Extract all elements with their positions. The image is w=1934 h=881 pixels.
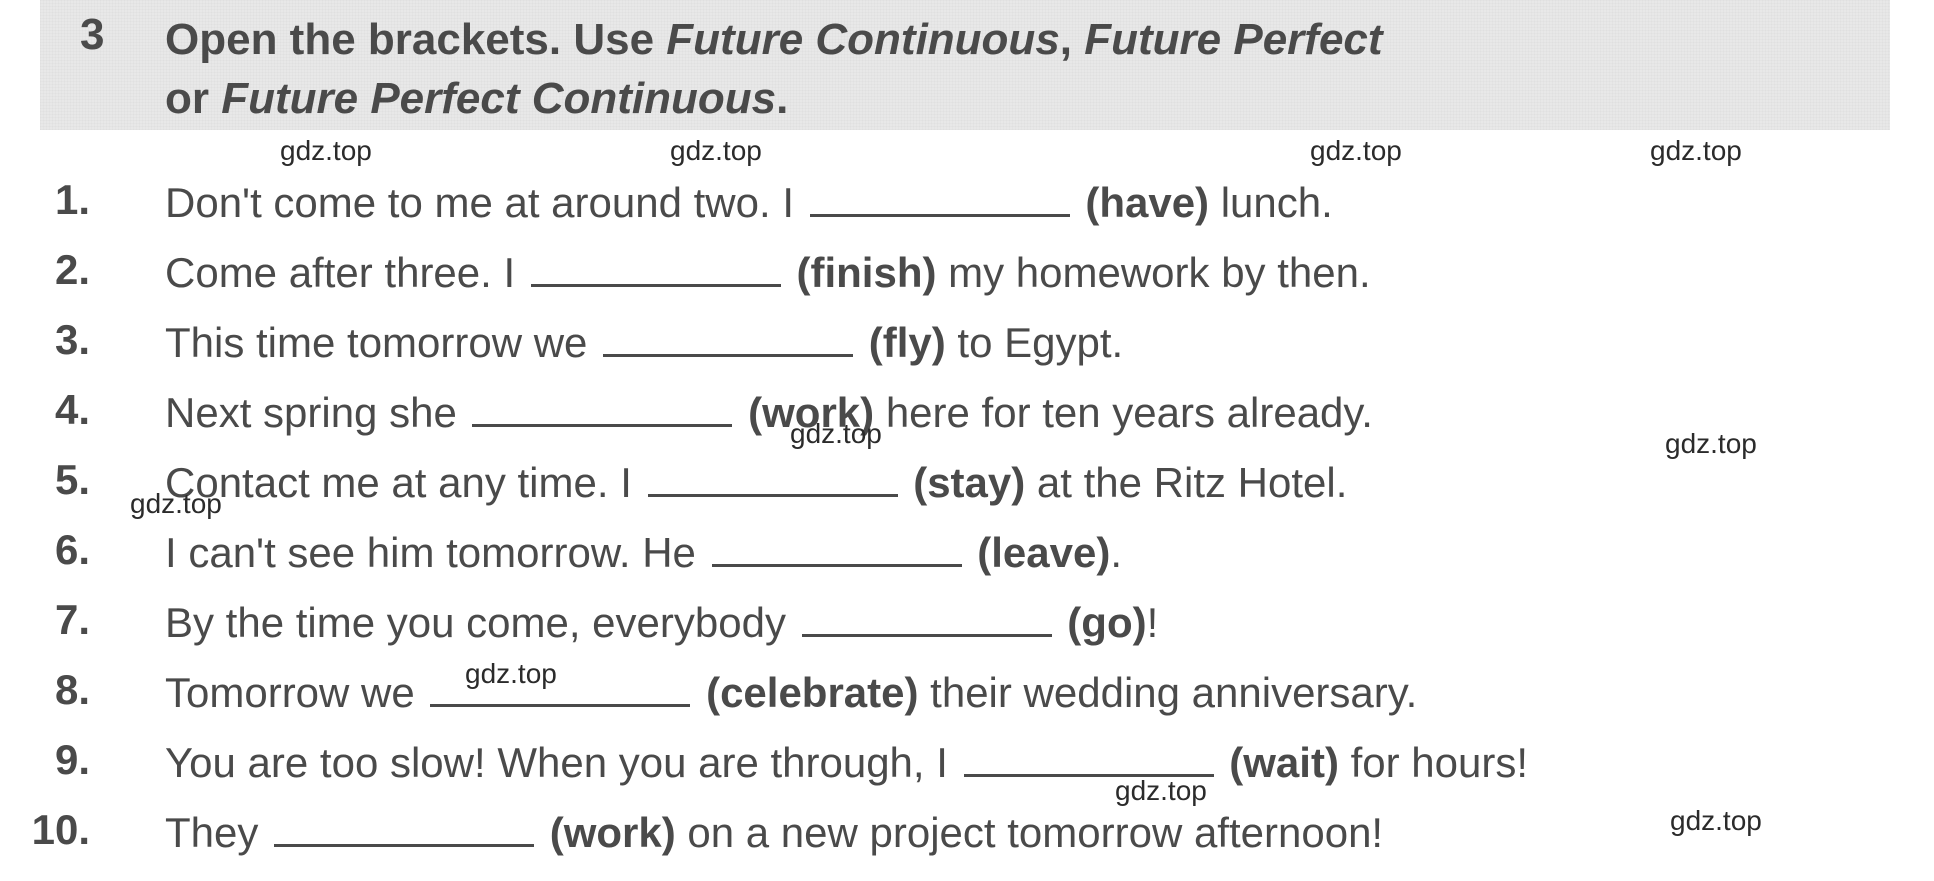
watermark-text: gdz.top: [465, 658, 557, 690]
list-item: 5. Contact me at any time. I (stay) at t…: [40, 450, 1890, 520]
item-text: Next spring she (work) here for ten year…: [165, 386, 1373, 437]
fill-blank[interactable]: [274, 806, 534, 847]
item-number: 5.: [0, 456, 90, 504]
verb-hint: (work): [550, 809, 676, 856]
text-before: You are too slow! When you are through, …: [165, 739, 960, 786]
fill-blank[interactable]: [531, 246, 781, 287]
text-after: their wedding anniversary.: [919, 669, 1418, 716]
text-before: Next spring she: [165, 389, 468, 436]
watermark-text: gdz.top: [1650, 135, 1742, 167]
verb-hint: (leave): [977, 529, 1110, 576]
item-text: Come after three. I (finish) my homework…: [165, 246, 1371, 297]
text-after: here for ten years already.: [874, 389, 1373, 436]
exercise-number: 3: [80, 10, 104, 60]
verb-hint: (finish): [797, 249, 937, 296]
item-number: 6.: [0, 526, 90, 574]
item-text: This time tomorrow we (fly) to Egypt.: [165, 316, 1123, 367]
item-text: By the time you come, everybody (go)!: [165, 596, 1158, 647]
text-before: Contact me at any time. I: [165, 459, 644, 506]
text-after: .: [1110, 529, 1122, 576]
verb-hint: (wait): [1229, 739, 1339, 786]
sentence-list: 1. Don't come to me at around two. I (ha…: [40, 170, 1890, 870]
watermark-text: gdz.top: [1310, 135, 1402, 167]
list-item: 6. I can't see him tomorrow. He (leave).: [40, 520, 1890, 590]
watermark-text: gdz.top: [790, 418, 882, 450]
fill-blank[interactable]: [648, 456, 898, 497]
instr-l1-em1: Future Continuous: [666, 15, 1060, 64]
text-after: to Egypt.: [946, 319, 1123, 366]
list-item: 3. This time tomorrow we (fly) to Egypt.: [40, 310, 1890, 380]
fill-blank[interactable]: [603, 316, 853, 357]
verb-hint: (fly): [869, 319, 946, 366]
item-text: Contact me at any time. I (stay) at the …: [165, 456, 1347, 507]
watermark-text: gdz.top: [670, 135, 762, 167]
watermark-text: gdz.top: [1670, 805, 1762, 837]
list-item: 7. By the time you come, everybody (go)!: [40, 590, 1890, 660]
item-text: Tomorrow we (celebrate) their wedding an…: [165, 666, 1417, 717]
verb-hint: (stay): [913, 459, 1025, 506]
item-text: You are too slow! When you are through, …: [165, 736, 1528, 787]
item-number: 2.: [0, 246, 90, 294]
instr-l2-em: Future Perfect Continuous: [221, 74, 776, 123]
list-item: 9. You are too slow! When you are throug…: [40, 730, 1890, 800]
text-after: on a new project tomorrow afternoon!: [676, 809, 1383, 856]
list-item: 10. They (work) on a new project tomorro…: [40, 800, 1890, 870]
fill-blank[interactable]: [712, 526, 962, 567]
watermark-text: gdz.top: [280, 135, 372, 167]
fill-blank[interactable]: [802, 596, 1052, 637]
text-before: Don't come to me at around two. I: [165, 179, 806, 226]
instr-l2-b: .: [776, 74, 788, 123]
text-after: my homework by then.: [936, 249, 1370, 296]
text-before: Come after three. I: [165, 249, 527, 296]
text-before: By the time you come, everybody: [165, 599, 798, 646]
item-number: 4.: [0, 386, 90, 434]
instr-l2-a: or: [165, 74, 221, 123]
text-before: Tomorrow we: [165, 669, 426, 716]
text-before: I can't see him tomorrow. He: [165, 529, 708, 576]
page: 3 Open the brackets. Use Future Continuo…: [0, 0, 1934, 881]
item-number: 10.: [0, 806, 90, 854]
text-after: for hours!: [1339, 739, 1528, 786]
list-item: 2. Come after three. I (finish) my homew…: [40, 240, 1890, 310]
verb-hint: (go): [1067, 599, 1146, 646]
list-item: 1. Don't come to me at around two. I (ha…: [40, 170, 1890, 240]
text-after: !: [1147, 599, 1159, 646]
item-number: 9.: [0, 736, 90, 784]
text-before: This time tomorrow we: [165, 319, 599, 366]
item-text: I can't see him tomorrow. He (leave).: [165, 526, 1122, 577]
text-before: They: [165, 809, 270, 856]
item-number: 3.: [0, 316, 90, 364]
fill-blank[interactable]: [472, 386, 732, 427]
instruction-text: Open the brackets. Use Future Continuous…: [165, 10, 1383, 129]
text-after: at the Ritz Hotel.: [1025, 459, 1347, 506]
fill-blank[interactable]: [810, 176, 1070, 217]
instr-l1-mid: ,: [1060, 15, 1084, 64]
text-after: lunch.: [1209, 179, 1333, 226]
list-item: 4. Next spring she (work) here for ten y…: [40, 380, 1890, 450]
instr-l1-a: Open the brackets. Use: [165, 15, 666, 64]
item-number: 7.: [0, 596, 90, 644]
verb-hint: (have): [1085, 179, 1209, 226]
item-number: 8.: [0, 666, 90, 714]
instr-l1-em2: Future Perfect: [1084, 15, 1382, 64]
item-text: They (work) on a new project tomorrow af…: [165, 806, 1383, 857]
watermark-text: gdz.top: [1115, 775, 1207, 807]
item-number: 1.: [0, 176, 90, 224]
watermark-text: gdz.top: [1665, 428, 1757, 460]
list-item: 8. Tomorrow we (celebrate) their wedding…: [40, 660, 1890, 730]
watermark-text: gdz.top: [130, 488, 222, 520]
fill-blank[interactable]: [964, 736, 1214, 777]
verb-hint: (celebrate): [706, 669, 918, 716]
item-text: Don't come to me at around two. I (have)…: [165, 176, 1333, 227]
